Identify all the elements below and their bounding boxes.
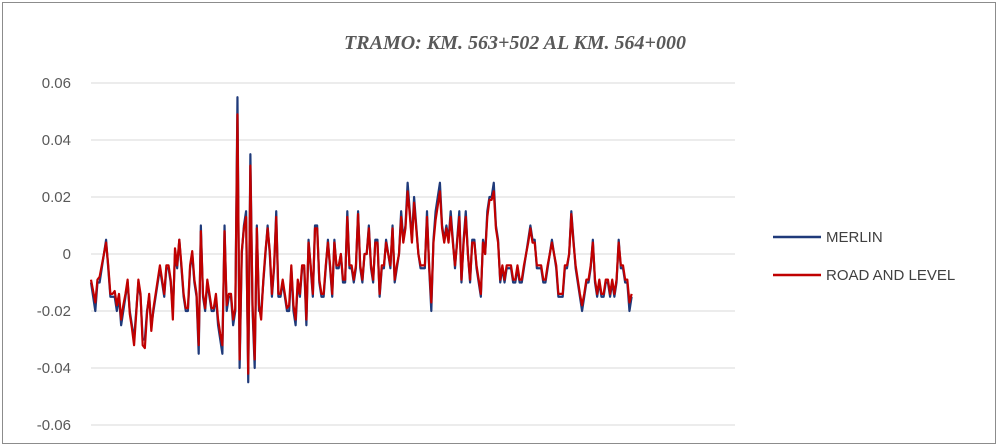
y-axis-ticks: 0.06 0.04 0.02 0 -0.02 -0.04 -0.06 — [37, 75, 71, 434]
y-tick-label: 0.06 — [42, 75, 71, 92]
series-line-road-and-level — [89, 113, 633, 375]
y-tick-label: 0 — [63, 246, 71, 263]
grid — [91, 82, 735, 426]
y-tick-label: -0.04 — [37, 360, 71, 377]
legend: MERLIN ROAD AND LEVEL — [773, 229, 955, 284]
y-tick-label: 0.04 — [42, 132, 71, 149]
legend-label: MERLIN — [826, 229, 883, 246]
y-tick-label: -0.06 — [37, 417, 71, 434]
y-tick-label: 0.02 — [42, 189, 71, 206]
legend-label: ROAD AND LEVEL — [826, 267, 955, 284]
line-chart: TRAMO: KM. 563+502 AL KM. 564+000 0.060.… — [37, 32, 955, 434]
chart-title: TRAMO: KM. 563+502 AL KM. 564+000 — [344, 32, 686, 54]
series-lines — [89, 96, 633, 384]
y-tick-label: -0.02 — [37, 303, 71, 320]
